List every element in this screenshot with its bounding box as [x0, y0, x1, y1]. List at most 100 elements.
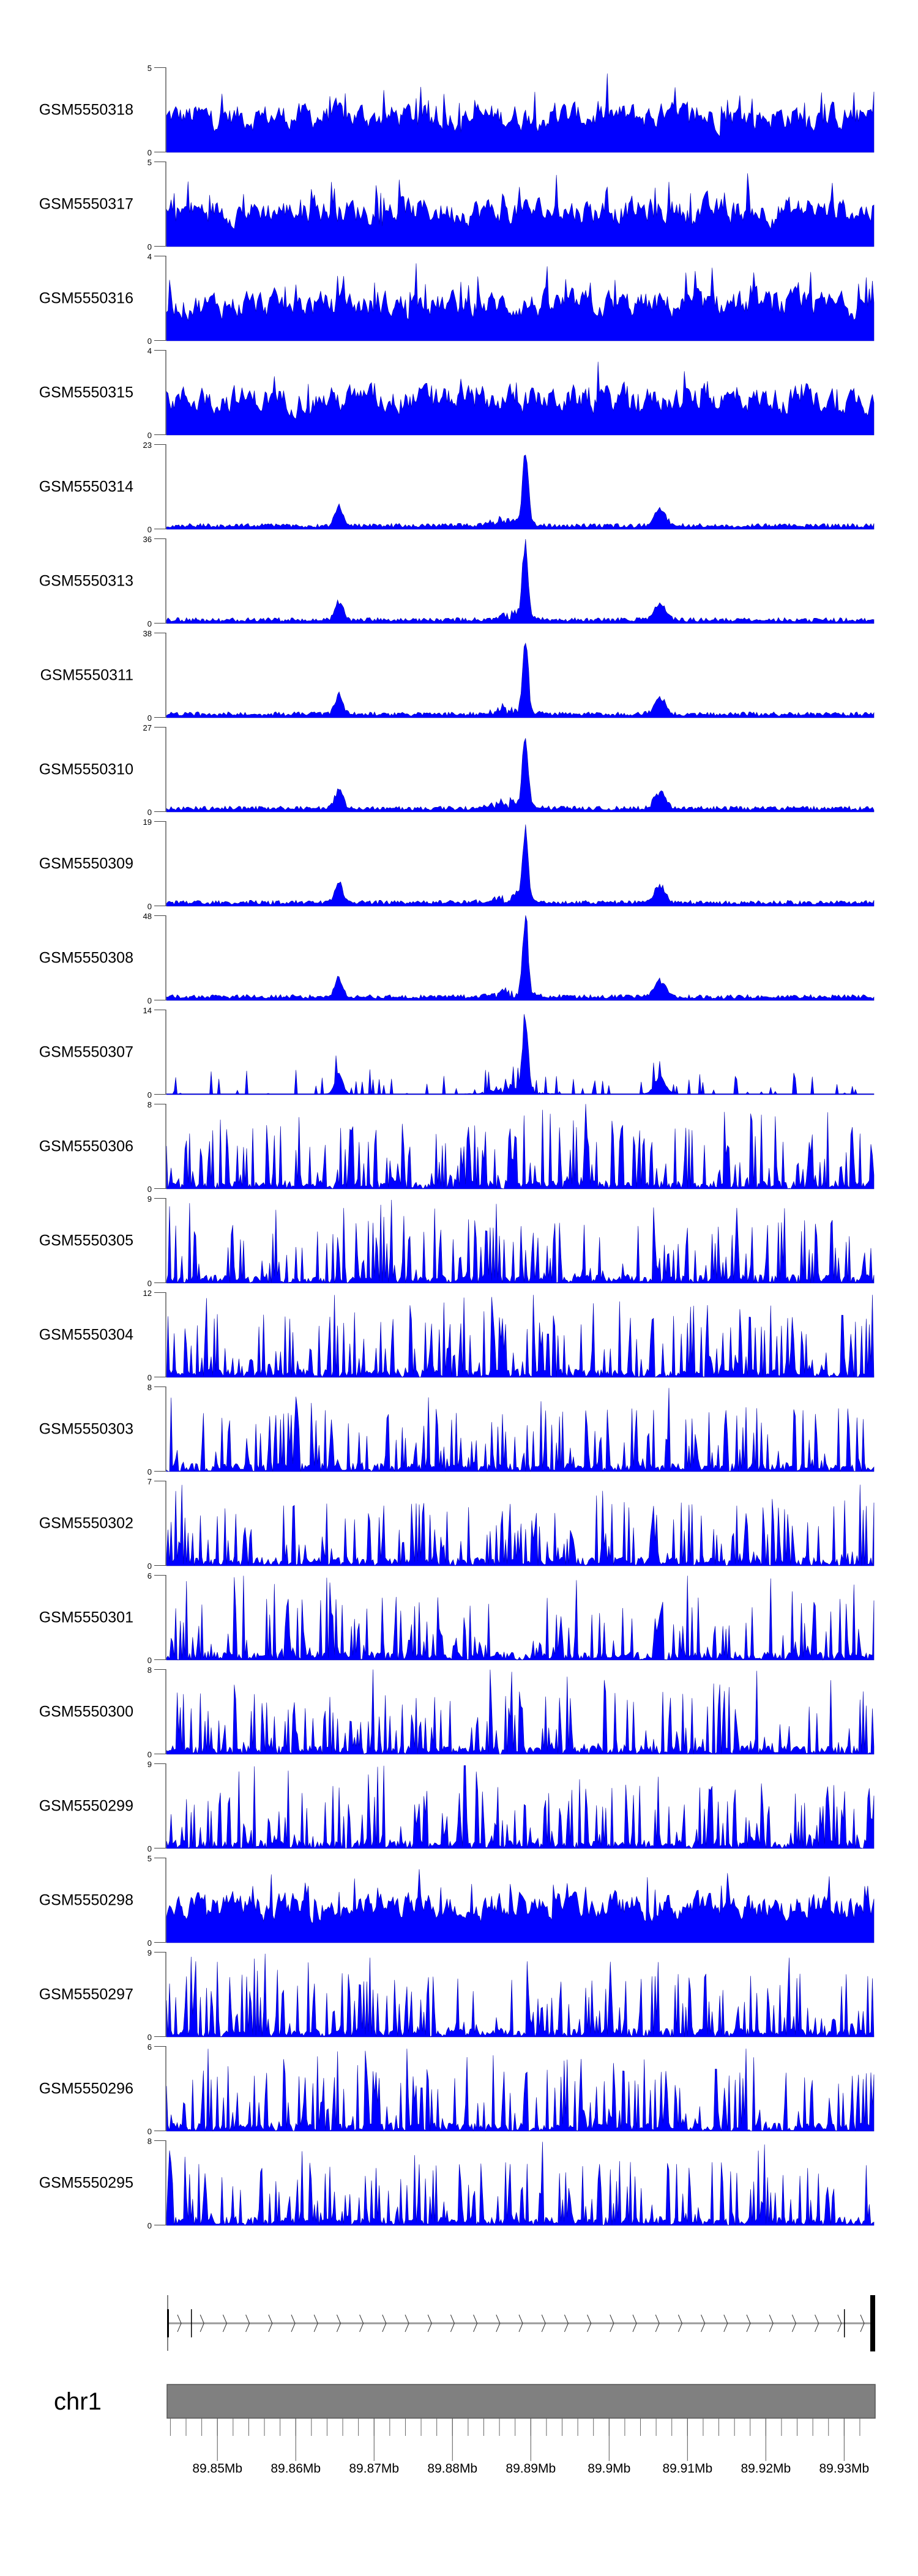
coverage-area	[166, 824, 875, 907]
strand-arrow-icon	[655, 2314, 660, 2332]
strand-arrow-icon	[701, 2314, 706, 2332]
track-label: GSM5550298	[39, 1891, 133, 1908]
track-gsm5550310: GSM5550310 27 0	[0, 723, 918, 817]
strand-arrow-icon	[677, 2314, 682, 2332]
track-gsm5550303: GSM5550303 8 0	[0, 1383, 918, 1476]
track-label: GSM5550310	[39, 761, 133, 778]
y-tick-label-min: 0	[147, 808, 152, 817]
y-tick-label-min: 0	[147, 2033, 152, 2042]
track-label: GSM5550313	[39, 572, 133, 589]
y-tick-label-max: 36	[143, 535, 152, 544]
coverage-area	[166, 1484, 875, 1566]
strand-arrow-icon	[564, 2314, 569, 2332]
track-gsm5550316: GSM5550316 4 0	[0, 252, 918, 346]
y-tick-label-max: 4	[147, 252, 152, 261]
y-tick-label-max: 5	[147, 1854, 152, 1863]
track-gsm5550311: GSM5550311 38 0	[0, 629, 918, 723]
y-tick-label-min: 0	[147, 996, 152, 1005]
y-tick-label-max: 48	[143, 912, 152, 921]
strand-arrow-icon	[791, 2314, 796, 2332]
coverage-area	[166, 1765, 875, 1849]
y-tick-label-max: 6	[147, 2042, 152, 2052]
strand-arrow-icon	[405, 2314, 409, 2332]
genome-axis: 89.85Mb 89.86Mb 89.87Mb 89.88Mb 89.89Mb 89.9M…	[166, 2384, 876, 2476]
track-label: GSM5550309	[39, 855, 133, 872]
coverage-area	[166, 73, 875, 153]
coverage-area	[166, 1014, 875, 1095]
y-tick-label-max: 9	[147, 1760, 152, 1769]
track-plot: 90	[147, 1194, 875, 1288]
strand-arrow-icon	[268, 2314, 273, 2332]
strand-arrow-icon	[746, 2314, 751, 2332]
track-label: GSM5550305	[39, 1232, 133, 1249]
strand-arrow-icon	[177, 2314, 182, 2332]
coverage-area	[166, 1953, 875, 2038]
track-gsm5550300: GSM5550300 8 0	[0, 1666, 918, 1759]
coverage-area	[166, 1869, 875, 1943]
coverage-area	[166, 1199, 875, 1284]
x-tick-label: 89.86Mb	[271, 2462, 321, 2476]
y-tick-label-max: 7	[147, 1477, 152, 1486]
y-tick-label-max: 4	[147, 346, 152, 356]
strand-arrow-icon	[291, 2314, 296, 2332]
strand-arrow-icon	[382, 2314, 387, 2332]
track-gsm5550301: GSM5550301 6 0	[0, 1571, 918, 1665]
y-tick-label-min: 0	[147, 148, 152, 157]
track-plot: 90	[147, 1760, 875, 1853]
track-gsm5550315: GSM5550315 4 0	[0, 346, 918, 440]
track-gsm5550297: GSM5550297 9 0	[0, 1948, 918, 2042]
y-tick-label-max: 14	[143, 1006, 152, 1015]
y-tick-label-max: 9	[147, 1948, 152, 1957]
track-plot: 40	[147, 346, 875, 440]
x-tick-label: 89.89Mb	[506, 2462, 556, 2476]
exon	[191, 2309, 192, 2337]
strand-arrow-icon	[222, 2314, 227, 2332]
y-tick-label-max: 8	[147, 1100, 152, 1109]
track-plot: 80	[147, 1383, 875, 1476]
track-label: GSM5550295	[39, 2174, 133, 2191]
track-label: GSM5550318	[39, 101, 133, 118]
track-gsm5550302: GSM5550302 7 0	[0, 1477, 918, 1571]
coverage-area	[166, 915, 875, 1001]
track-gsm5550308: GSM5550308 48 0	[0, 912, 918, 1005]
track-label: GSM5550314	[39, 478, 133, 495]
strand-arrow-icon	[313, 2314, 318, 2332]
x-tick-label: 89.88Mb	[427, 2462, 477, 2476]
y-tick-label-max: 5	[147, 64, 152, 73]
exon	[844, 2309, 845, 2337]
track-plot: 19 0	[143, 817, 875, 911]
track-gsm5550296: GSM5550296 6 0	[0, 2042, 918, 2136]
track-label: GSM5550306	[39, 1137, 133, 1155]
track-plot: 80	[147, 1666, 875, 1759]
strand-arrow-icon	[427, 2314, 432, 2332]
track-plot: 80	[147, 2137, 875, 2230]
track-plot: 50	[147, 64, 875, 157]
strand-arrow-icon	[245, 2314, 250, 2332]
coverage-area	[166, 738, 875, 813]
track-plot: 12 0	[143, 1289, 875, 1382]
x-tick-label: 89.92Mb	[741, 2462, 791, 2476]
strand-arrow-icon	[837, 2314, 842, 2332]
coverage-area	[166, 1388, 875, 1472]
y-tick-label-min: 0	[147, 1562, 152, 1571]
exon	[167, 2309, 169, 2337]
y-tick-label-max: 19	[143, 817, 152, 827]
track-gsm5550307: GSM5550307 14 0	[0, 1006, 918, 1100]
strand-arrow-icon	[336, 2314, 341, 2332]
track-gsm5550313: GSM5550313 36 0	[0, 535, 918, 628]
track-label: GSM5550317	[39, 195, 133, 212]
strand-arrow-icon	[610, 2314, 614, 2332]
strand-arrow-icon	[860, 2314, 865, 2332]
y-tick-label-min: 0	[147, 1656, 152, 1665]
y-tick-label-max: 38	[143, 629, 152, 638]
y-tick-label-min: 0	[147, 1185, 152, 1194]
strand-arrow-icon	[518, 2314, 523, 2332]
track-plot: 40	[147, 252, 875, 346]
gene-model-track	[167, 2295, 875, 2351]
track-label: GSM5550308	[39, 949, 133, 966]
y-tick-label-max: 5	[147, 158, 152, 167]
track-gsm5550304: GSM5550304 12 0	[0, 1289, 918, 1382]
track-label: GSM5550302	[39, 1514, 133, 1532]
y-tick-label-min: 0	[147, 242, 152, 251]
strand-arrow-icon	[723, 2314, 728, 2332]
